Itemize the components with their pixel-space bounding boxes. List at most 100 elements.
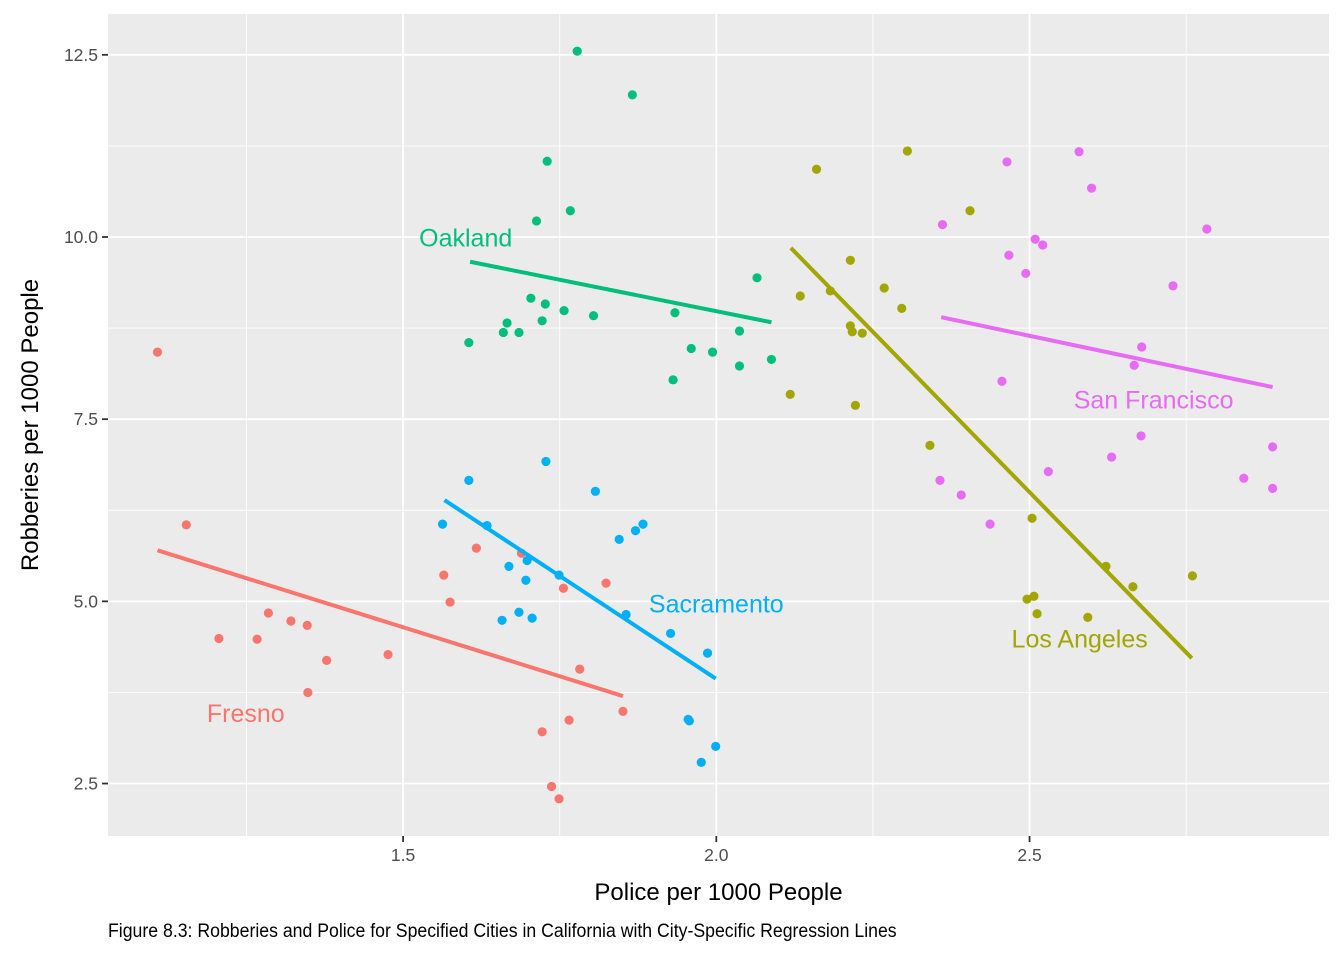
data-point-oakland <box>670 308 680 318</box>
data-point-oakland <box>565 206 575 216</box>
data-point-oakland <box>572 46 582 56</box>
data-point-fresno <box>554 794 564 804</box>
data-point-los-angeles <box>1032 609 1042 619</box>
data-point-san-francisco <box>1107 452 1117 462</box>
data-point-fresno <box>181 520 191 530</box>
figure-caption: Figure 8.3: Robberies and Police for Spe… <box>108 921 897 942</box>
data-point-oakland <box>766 354 777 365</box>
data-point-san-francisco <box>1002 157 1012 167</box>
data-point-los-angeles <box>811 164 822 174</box>
data-point-los-angeles <box>1083 612 1093 622</box>
major-gridlines <box>108 14 1329 836</box>
data-point-fresno <box>558 583 569 593</box>
data-point-san-francisco <box>1202 224 1212 234</box>
city-labels: Fresno Los Angeles Oakland Sacramento San Fr… <box>207 225 1234 728</box>
data-point-los-angeles <box>879 283 889 293</box>
data-points <box>152 46 1278 804</box>
city-label-sacramento: Sacramento <box>649 591 784 619</box>
data-point-los-angeles <box>965 206 975 216</box>
data-point-oakland <box>734 361 745 371</box>
data-point-sacramento <box>437 519 448 529</box>
data-point-oakland <box>537 316 547 326</box>
data-point-fresno <box>546 781 557 792</box>
data-point-oakland <box>540 299 550 309</box>
data-point-sacramento <box>684 716 694 726</box>
data-point-fresno <box>471 543 481 553</box>
data-point-oakland <box>514 327 524 338</box>
data-point-san-francisco <box>935 475 945 485</box>
data-point-san-francisco <box>1043 467 1053 477</box>
data-point-sacramento <box>711 741 721 751</box>
regression-lines <box>156 246 1274 698</box>
data-point-oakland <box>752 273 762 283</box>
data-point-fresno <box>263 608 273 618</box>
data-point-fresno <box>214 633 224 644</box>
data-point-san-francisco <box>956 490 966 500</box>
y-tick-label: 5.0 <box>74 591 99 611</box>
city-label-san-francisco: San Francisco <box>1074 386 1234 414</box>
y-tick-label: 10.0 <box>64 227 98 247</box>
regression-line-san-francisco <box>940 315 1274 390</box>
data-point-fresno <box>252 634 262 644</box>
data-point-los-angeles <box>1128 582 1138 592</box>
data-point-los-angeles <box>795 291 805 301</box>
data-point-oakland <box>502 318 512 328</box>
data-point-san-francisco <box>1030 234 1040 244</box>
data-point-sacramento <box>630 526 641 536</box>
y-tick-label: 2.5 <box>74 774 98 794</box>
x-tick-label: 2.0 <box>704 845 729 865</box>
data-point-sacramento <box>541 456 551 467</box>
data-point-fresno <box>322 655 332 665</box>
data-point-fresno <box>445 597 455 607</box>
data-point-los-angeles <box>902 146 912 156</box>
data-point-san-francisco <box>1004 250 1014 260</box>
x-tick-label: 1.5 <box>391 845 415 865</box>
city-label-los-angeles: Los Angeles <box>1012 626 1148 654</box>
data-point-san-francisco <box>1074 147 1084 157</box>
data-point-los-angeles <box>897 303 907 314</box>
regression-line-los-angeles <box>789 246 1194 660</box>
data-point-san-francisco <box>997 376 1007 386</box>
data-point-oakland <box>531 216 542 226</box>
data-point-los-angeles <box>925 440 935 451</box>
regression-line-fresno <box>156 548 624 698</box>
data-point-san-francisco <box>1268 442 1278 452</box>
data-point-san-francisco <box>1086 183 1097 193</box>
data-point-oakland <box>707 347 718 357</box>
data-point-sacramento <box>497 615 507 625</box>
data-point-oakland <box>498 327 508 338</box>
data-point-san-francisco <box>1136 431 1146 441</box>
data-point-san-francisco <box>1129 360 1139 370</box>
data-point-oakland <box>542 156 552 166</box>
data-point-oakland <box>526 293 536 303</box>
x-axis-title: Police per 1000 People <box>594 879 842 906</box>
data-point-fresno <box>439 570 449 580</box>
data-point-sacramento <box>665 628 676 639</box>
data-point-san-francisco <box>1268 483 1278 493</box>
data-point-sacramento <box>514 607 524 617</box>
data-point-fresno <box>537 727 547 737</box>
data-point-los-angeles <box>845 255 855 265</box>
data-point-san-francisco <box>1168 281 1178 291</box>
data-point-sacramento <box>696 757 706 767</box>
data-point-fresno <box>575 664 585 674</box>
data-point-sacramento <box>638 519 648 529</box>
city-label-fresno: Fresno <box>207 700 285 728</box>
data-point-oakland <box>588 311 599 321</box>
data-point-fresno <box>303 687 313 698</box>
y-axis: 2.5 5.0 7.5 10.0 12.5 <box>64 45 108 794</box>
data-point-fresno <box>152 347 163 357</box>
data-point-sacramento <box>702 648 713 658</box>
data-point-los-angeles <box>857 328 867 338</box>
data-point-fresno <box>564 715 574 725</box>
data-point-sacramento <box>527 613 537 623</box>
data-point-sacramento <box>614 534 624 545</box>
data-point-fresno <box>601 578 611 588</box>
regression-line-sacramento <box>443 498 717 681</box>
data-point-oakland <box>668 375 678 385</box>
data-point-san-francisco <box>1038 240 1048 250</box>
data-point-fresno <box>383 649 393 660</box>
data-point-fresno <box>618 706 628 716</box>
data-point-san-francisco <box>1137 342 1147 352</box>
x-tick-label: 2.5 <box>1017 845 1041 865</box>
